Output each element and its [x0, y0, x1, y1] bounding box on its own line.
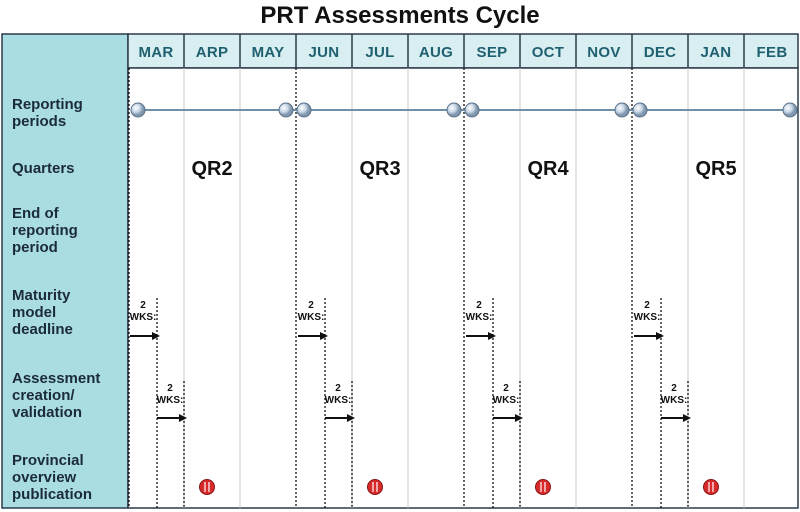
publication-marker-icon — [535, 479, 551, 495]
month-label: FEB — [756, 44, 788, 61]
label-panel — [1, 33, 129, 509]
month-label: ARP — [195, 44, 229, 61]
publication-marker-icon — [199, 479, 215, 495]
duration-label: 2 WKS: — [660, 383, 688, 406]
circle-node-icon — [278, 102, 294, 118]
right-arrow-head — [347, 414, 355, 422]
duration-label: 2 WKS: — [465, 300, 493, 323]
right-arrow-head — [320, 332, 328, 340]
month-label: NOV — [587, 44, 621, 61]
duration-label: 2 WKS: — [129, 300, 157, 323]
month-label: MAR — [138, 44, 174, 61]
circle-node-icon — [296, 102, 312, 118]
month-label: SEP — [476, 44, 508, 61]
month-label: OCT — [531, 44, 565, 61]
right-arrow-head — [515, 414, 523, 422]
row-label: Quarters — [12, 160, 75, 177]
circle-node-icon — [446, 102, 462, 118]
row-label: Maturity model deadline — [12, 287, 73, 338]
grid-body — [127, 67, 799, 509]
right-arrow-head — [179, 414, 187, 422]
circle-node-icon — [464, 102, 480, 118]
right-arrow-head — [683, 414, 691, 422]
row-label: End of reporting period — [12, 205, 78, 256]
month-label: MAY — [251, 44, 285, 61]
right-arrow-head — [488, 332, 496, 340]
month-label: JUL — [365, 44, 395, 61]
circle-node-icon — [632, 102, 648, 118]
duration-label: 2 WKS: — [324, 383, 352, 406]
diagram-title: PRT Assessments Cycle — [260, 2, 540, 29]
duration-label: 2 WKS: — [492, 383, 520, 406]
circle-node-icon — [782, 102, 798, 118]
row-label: Reporting periods — [12, 96, 83, 130]
row-label: Provincial overview publication — [12, 452, 92, 503]
quarter-label: QR5 — [695, 158, 737, 180]
circle-node-icon — [614, 102, 630, 118]
month-label: JAN — [700, 44, 732, 61]
circle-node-icon — [130, 102, 146, 118]
quarter-label: QR4 — [527, 158, 569, 180]
row-label: Assessment creation/ validation — [12, 370, 101, 421]
quarter-label: QR2 — [191, 158, 233, 180]
month-label: AUG — [418, 44, 454, 61]
duration-label: 2 WKS: — [156, 383, 184, 406]
duration-label: 2 WKS: — [633, 300, 661, 323]
month-label: JUN — [308, 44, 340, 61]
publication-marker-icon — [367, 479, 383, 495]
publication-marker-icon — [703, 479, 719, 495]
right-arrow-head — [656, 332, 664, 340]
quarter-label: QR3 — [359, 158, 401, 180]
duration-label: 2 WKS: — [297, 300, 325, 323]
right-arrow-head — [152, 332, 160, 340]
month-label: DEC — [643, 44, 677, 61]
